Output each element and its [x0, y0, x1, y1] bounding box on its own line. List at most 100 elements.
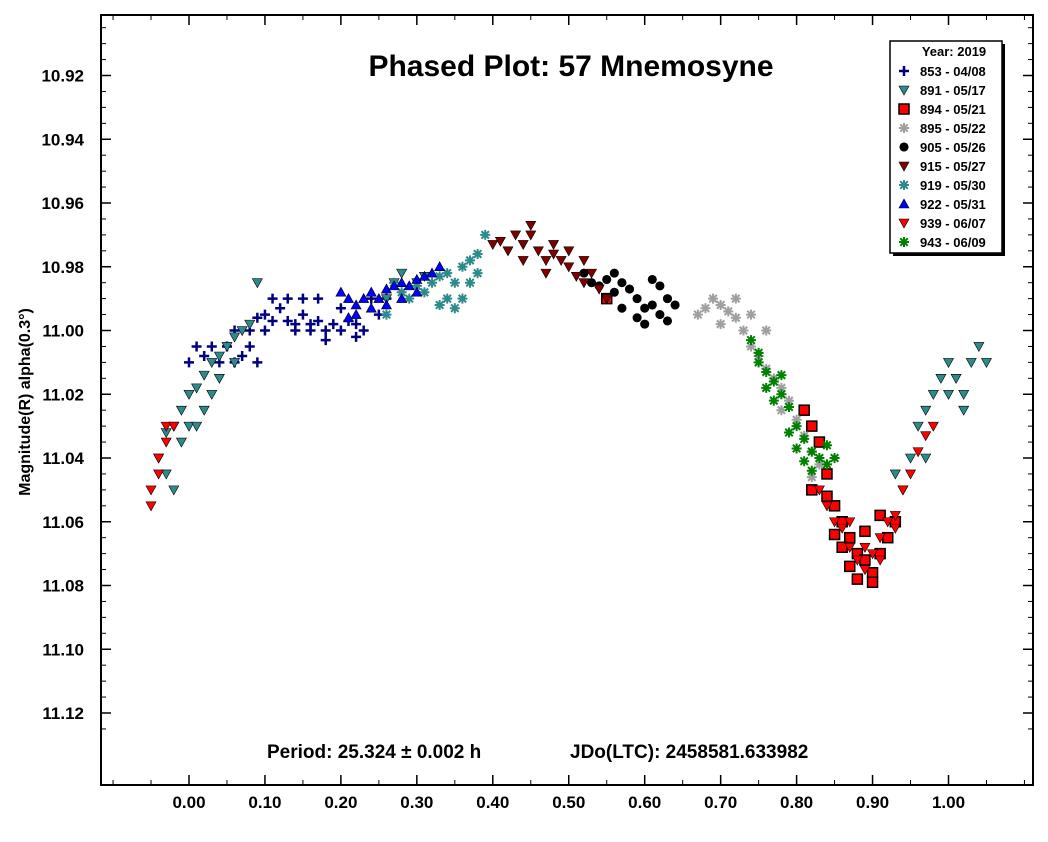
data-point: [510, 230, 522, 241]
data-point: [183, 389, 195, 400]
series-0: [184, 293, 392, 368]
data-point: [555, 256, 567, 266]
data-point: [532, 246, 544, 257]
series-2: [600, 292, 902, 589]
data-point: [198, 405, 210, 416]
data-point: [851, 555, 863, 566]
data-point: [791, 414, 802, 425]
legend-entry: 915 - 05/27: [920, 159, 986, 174]
data-point: [335, 286, 347, 297]
data-point: [145, 485, 157, 496]
data-point: [950, 374, 962, 384]
data-point: [874, 509, 886, 522]
data-point: [411, 273, 423, 284]
data-point: [320, 335, 331, 346]
data-point: [889, 469, 901, 480]
series-8: [145, 421, 939, 576]
legend-marker: [899, 237, 909, 247]
data-point: [320, 325, 331, 336]
data-point: [206, 389, 218, 400]
data-point: [640, 319, 650, 329]
data-point: [927, 421, 939, 432]
data-point: [920, 453, 932, 464]
axis-ticks: 0.00 0.10 0.20 0.30 0.40 0.50 0.60 0.70 0.80 0.90…: [41, 15, 1033, 812]
data-point: [328, 319, 339, 330]
data-point: [259, 309, 270, 320]
data-point: [487, 240, 499, 251]
data-point: [828, 528, 841, 541]
data-point: [373, 293, 385, 303]
x-tick-label: 0.40: [476, 793, 509, 812]
legend-marker: [899, 66, 909, 76]
legend-box: [889, 40, 1003, 254]
data-point: [874, 555, 886, 566]
data-point: [791, 443, 802, 454]
x-tick-label: 0.50: [552, 793, 585, 812]
data-point: [851, 573, 864, 585]
data-point: [426, 267, 438, 278]
data-point: [700, 303, 711, 314]
data-point: [746, 335, 757, 346]
data-point: [866, 576, 879, 589]
data-point: [252, 312, 263, 323]
data-point: [655, 281, 665, 291]
data-point: [236, 326, 248, 337]
data-point: [358, 293, 370, 303]
data-point: [237, 351, 248, 361]
data-point: [418, 270, 430, 281]
x-tick-label: 0.80: [780, 793, 813, 812]
data-point: [912, 447, 924, 458]
data-point: [632, 313, 642, 323]
period-annotation: Period: 25.324 ± 0.002 h: [267, 742, 481, 763]
data-point: [160, 421, 172, 432]
data-point: [563, 246, 575, 257]
data-point: [753, 357, 764, 368]
data-point: [927, 389, 939, 400]
y-tick-label: 11.02: [42, 385, 84, 404]
legend-entry: 895 - 05/22: [920, 121, 986, 136]
data-point: [502, 246, 514, 257]
data-point: [798, 404, 810, 416]
x-tick-label: 0.60: [628, 793, 661, 812]
legend-marker: [898, 218, 910, 229]
data-point: [282, 315, 293, 326]
data-point: [958, 389, 970, 400]
legend-entry: 922 - 05/31: [920, 197, 986, 212]
data-point: [905, 469, 917, 480]
data-point: [692, 309, 703, 320]
x-tick-label: 0.20: [324, 793, 357, 812]
x-tick-label: 0.70: [704, 793, 737, 812]
x-tick-label: 0.00: [172, 793, 205, 812]
data-point: [313, 293, 324, 304]
data-point: [844, 560, 856, 573]
data-point: [889, 511, 901, 521]
y-tick-label: 11.10: [42, 640, 84, 659]
data-point: [221, 342, 233, 353]
data-point: [791, 421, 802, 432]
data-point: [297, 293, 308, 304]
data-point: [472, 249, 483, 259]
data-point: [548, 240, 560, 251]
data-point: [662, 316, 673, 326]
data-point: [601, 294, 613, 305]
data-point: [708, 293, 719, 304]
data-point: [404, 293, 415, 304]
data-point: [342, 312, 355, 323]
data-point: [358, 325, 369, 336]
data-point: [540, 256, 552, 266]
legend-marker: [898, 85, 910, 96]
data-point: [942, 358, 955, 368]
data-point: [647, 300, 657, 310]
data-point: [965, 358, 977, 368]
data-point: [973, 342, 985, 353]
x-tick-label: 1.00: [932, 793, 965, 812]
data-point: [494, 236, 506, 247]
legend-entry: 943 - 06/09: [920, 235, 986, 250]
data-point: [980, 358, 992, 368]
data-point: [768, 376, 779, 387]
series-6: [381, 229, 491, 320]
data-point: [813, 485, 825, 496]
plot-frame: [100, 14, 1034, 786]
data-point: [206, 341, 217, 352]
